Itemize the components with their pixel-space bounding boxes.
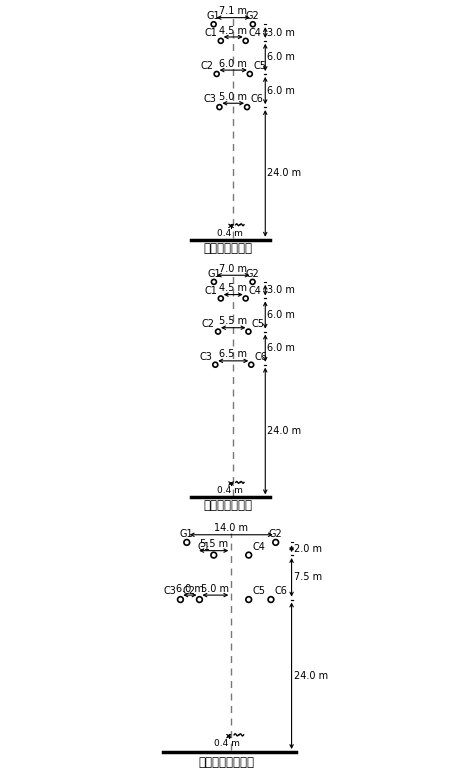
Text: 6.0 m: 6.0 m [267,85,295,96]
Text: 5.5 m: 5.5 m [200,539,228,549]
Text: 24.0 m: 24.0 m [267,426,301,436]
Text: 5.5 m: 5.5 m [219,316,247,326]
Circle shape [246,597,252,602]
Circle shape [211,22,216,26]
Text: G1: G1 [180,528,194,538]
Text: C5: C5 [252,319,265,329]
Text: C2: C2 [183,587,196,597]
Circle shape [197,597,202,602]
Circle shape [216,329,220,334]
Circle shape [219,296,223,301]
Circle shape [273,539,278,545]
Circle shape [268,597,274,602]
Text: C5: C5 [253,587,266,597]
Circle shape [249,362,253,368]
Circle shape [213,362,218,368]
Circle shape [214,71,219,76]
Text: 4.5 m: 4.5 m [219,26,247,36]
Text: 0.4 m: 0.4 m [217,486,243,495]
Text: 14.0 m: 14.0 m [214,523,248,533]
Text: 7.0 m: 7.0 m [219,264,247,274]
Text: 伞型塔线路布置: 伞型塔线路布置 [203,499,252,512]
Text: C5: C5 [253,61,266,71]
Text: 5.0 m: 5.0 m [219,92,247,102]
Circle shape [250,22,255,26]
Text: 蝴蝶型塔线路布置: 蝴蝶型塔线路布置 [198,756,254,769]
Text: C4: C4 [249,28,262,38]
Circle shape [244,105,250,110]
Text: C1: C1 [205,28,218,38]
Text: C1: C1 [197,542,210,552]
Text: C6: C6 [250,94,263,104]
Text: 3.0 m: 3.0 m [267,27,295,37]
Text: 7.1 m: 7.1 m [219,6,247,16]
Text: 6.0 m: 6.0 m [267,310,295,320]
Text: 24.0 m: 24.0 m [294,671,328,681]
Text: 4.5 m: 4.5 m [219,283,247,293]
Text: 6.0 m: 6.0 m [219,59,247,68]
Text: G2: G2 [269,528,283,538]
Circle shape [247,71,253,76]
Text: C3: C3 [164,587,177,597]
Circle shape [177,597,183,602]
Text: 0.4 m: 0.4 m [214,739,240,748]
Text: C4: C4 [249,286,262,296]
Text: 鼓型塔线路布置: 鼓型塔线路布置 [203,242,252,255]
Text: C4: C4 [253,542,265,552]
Text: G1: G1 [207,269,221,279]
Text: C6: C6 [275,587,287,597]
Text: 6.0 m: 6.0 m [267,52,295,62]
Text: G2: G2 [246,269,260,279]
Circle shape [184,539,190,545]
Text: 5.0 m: 5.0 m [202,584,229,594]
Text: 24.0 m: 24.0 m [267,169,301,179]
Text: G2: G2 [246,11,260,21]
Circle shape [246,552,252,558]
Circle shape [211,552,217,558]
Text: 0.4 m: 0.4 m [217,228,243,238]
Circle shape [243,296,248,301]
Text: C3: C3 [203,94,216,104]
Text: 6.0 m: 6.0 m [267,343,295,354]
Text: C2: C2 [200,61,213,71]
Text: C1: C1 [205,286,218,296]
Text: G1: G1 [207,11,220,21]
Text: 2.0 m: 2.0 m [294,544,322,554]
Circle shape [219,38,223,44]
Circle shape [250,280,255,284]
Text: C2: C2 [202,319,215,329]
Text: C3: C3 [199,352,212,362]
Circle shape [246,329,251,334]
Circle shape [217,105,222,110]
Text: 7.5 m: 7.5 m [294,573,322,582]
Text: 6.5 m: 6.5 m [219,350,247,360]
Text: 3.0 m: 3.0 m [267,285,295,295]
Circle shape [211,280,216,284]
Text: 6.0 m: 6.0 m [176,584,204,594]
Circle shape [243,38,248,44]
Text: C6: C6 [254,352,267,362]
